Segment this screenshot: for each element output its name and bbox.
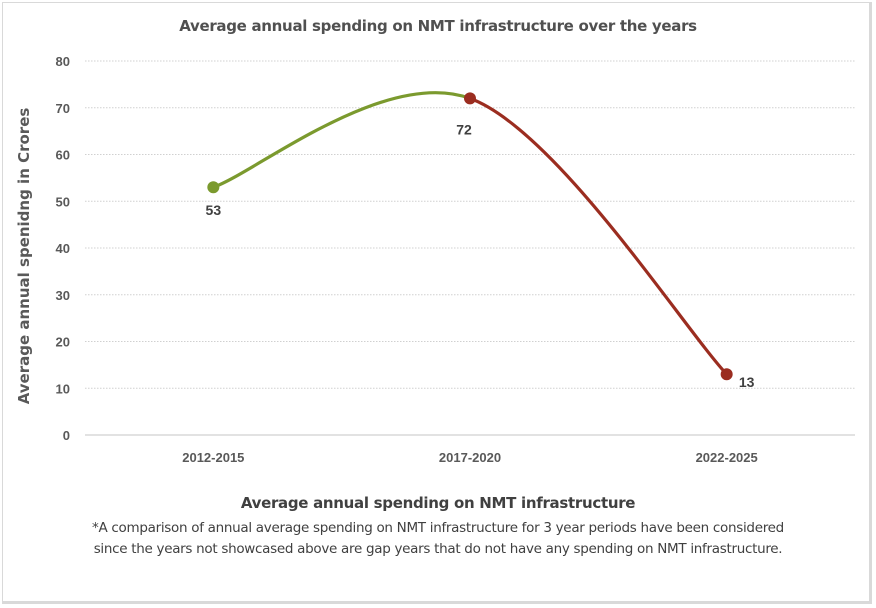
- y-tick-label: 20: [56, 335, 70, 350]
- x-axis-title: Average annual spending on NMT infrastru…: [240, 494, 636, 512]
- line-segment: [468, 96, 729, 376]
- gridlines: [85, 60, 855, 436]
- footnote: *A comparison of annual average spending…: [92, 520, 784, 557]
- y-tick-label: 70: [56, 101, 70, 116]
- y-tick-label: 0: [63, 428, 70, 443]
- y-tick-label: 10: [56, 381, 70, 396]
- x-tick-labels: 2012-2015 2017-2020 2022-2025: [182, 450, 758, 465]
- y-tick-label: 30: [56, 288, 70, 303]
- data-label: 53: [206, 202, 222, 218]
- y-tick-label: 50: [56, 194, 70, 209]
- y-tick-labels: 0 10 20 30 40 50 60 70 80: [56, 54, 70, 443]
- y-tick-label: 40: [56, 241, 70, 256]
- x-tick-label: 2017-2020: [439, 450, 501, 465]
- y-tick-label: 80: [56, 54, 70, 69]
- x-tick-label: 2022-2025: [696, 450, 758, 465]
- data-point: [720, 368, 733, 381]
- chart-title: Average annual spending on NMT infrastru…: [179, 17, 697, 35]
- data-labels: 53 72 13: [206, 121, 755, 390]
- line-segment: [211, 91, 472, 189]
- data-point: [207, 181, 220, 194]
- data-label: 72: [456, 121, 472, 137]
- data-label: 13: [739, 374, 755, 390]
- y-tick-label: 60: [56, 148, 70, 163]
- series-line: [211, 91, 729, 376]
- data-point: [464, 92, 476, 105]
- series-points: [207, 92, 733, 381]
- x-tick-label: 2012-2015: [182, 450, 244, 465]
